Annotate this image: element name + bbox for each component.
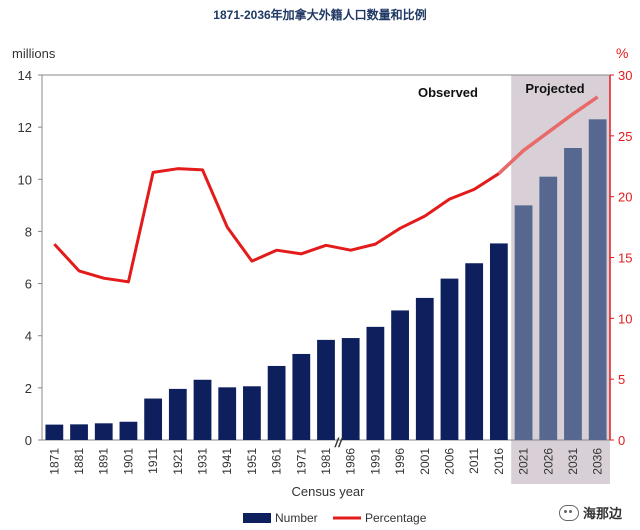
x-tick-label: 1951 [245,448,259,475]
x-tick-label: 1881 [72,448,86,475]
observed-label: Observed [418,85,478,100]
bar-1991 [366,326,385,440]
bar-2006 [440,278,459,440]
y-tick-label: 4 [25,329,32,344]
bar-1931 [193,379,212,440]
bar-1951 [243,386,261,440]
y2-tick-label: 30 [618,68,632,83]
legend-label-number: Number [275,511,318,525]
bar-1996 [391,310,409,440]
y-tick-label: 6 [25,277,32,292]
x-tick-label: 1961 [270,448,284,475]
x-tick-label: 1921 [171,448,185,475]
bar-1891 [94,423,113,440]
bar-1986 [341,338,360,440]
bar-1911 [144,398,163,440]
bar-1921 [168,388,187,440]
axis-break-mark: // [334,435,344,450]
x-tick-label: 1986 [344,448,358,475]
y-tick-label: 8 [25,224,32,239]
x-tick-label: 1996 [393,448,407,475]
y-tick-label: 12 [18,120,32,135]
bar-2031 [564,148,582,440]
watermark-text: 海那边 [582,506,622,521]
bar-2016 [489,243,508,440]
y2-tick-label: 0 [618,433,625,448]
x-tick-label: 2036 [591,448,605,475]
bar-1971 [292,353,311,440]
x-tick-label: 1931 [196,448,210,475]
y2-tick-label: 25 [618,129,632,144]
x-tick-label: 1891 [97,448,111,475]
x-tick-label: 2006 [442,448,456,475]
bar-1881 [70,424,88,440]
bar-1901 [119,421,138,440]
y-tick-label: 0 [25,433,32,448]
x-tick-label: 2021 [517,448,531,475]
x-tick-label: 1911 [146,448,160,474]
percentage-line-projected [497,95,599,175]
y-tick-label: 14 [18,68,32,83]
x-tick-label: 2026 [541,448,555,475]
watermark: 海那边 [558,503,622,522]
y2-tick-label: 5 [618,372,625,387]
percentage-line-observed [53,167,500,284]
x-axis-label: Census year [292,484,366,499]
y2-axis-label: % [616,45,628,61]
x-tick-label: 2016 [492,448,506,475]
y-tick-label: 10 [18,172,32,187]
y2-tick-label: 15 [618,251,632,266]
x-tick-label: 2011 [467,448,481,474]
legend-label-percentage: Percentage [365,511,427,525]
wechat-icon [558,504,579,521]
bar-2026 [539,176,558,440]
x-tick-label: 1871 [47,448,61,475]
x-tick-label: 1901 [121,448,135,475]
bar-1961 [267,365,286,440]
bar-1981 [317,339,335,440]
y-axis-label: millions [12,46,56,61]
y2-tick-label: 20 [618,190,632,205]
y-tick-label: 2 [25,381,32,396]
x-tick-label: 2031 [566,448,580,475]
bar-2021 [514,205,533,440]
x-tick-label: 2001 [418,448,432,475]
bar-2001 [415,297,434,440]
x-tick-label: 1991 [368,448,382,475]
bar-2036 [588,119,607,441]
bar-1941 [218,387,237,440]
projected-label: Projected [525,81,584,96]
x-tick-label: 1981 [319,448,333,475]
bar-1871 [45,424,64,440]
x-tick-label: 1941 [220,448,234,475]
bar-2011 [465,263,484,440]
y2-tick-label: 10 [618,311,632,326]
chart-title: 1871-2036年加拿大外籍人口数量和比例 [213,8,427,22]
legend-swatch-number [243,513,271,523]
x-tick-label: 1971 [294,448,308,475]
